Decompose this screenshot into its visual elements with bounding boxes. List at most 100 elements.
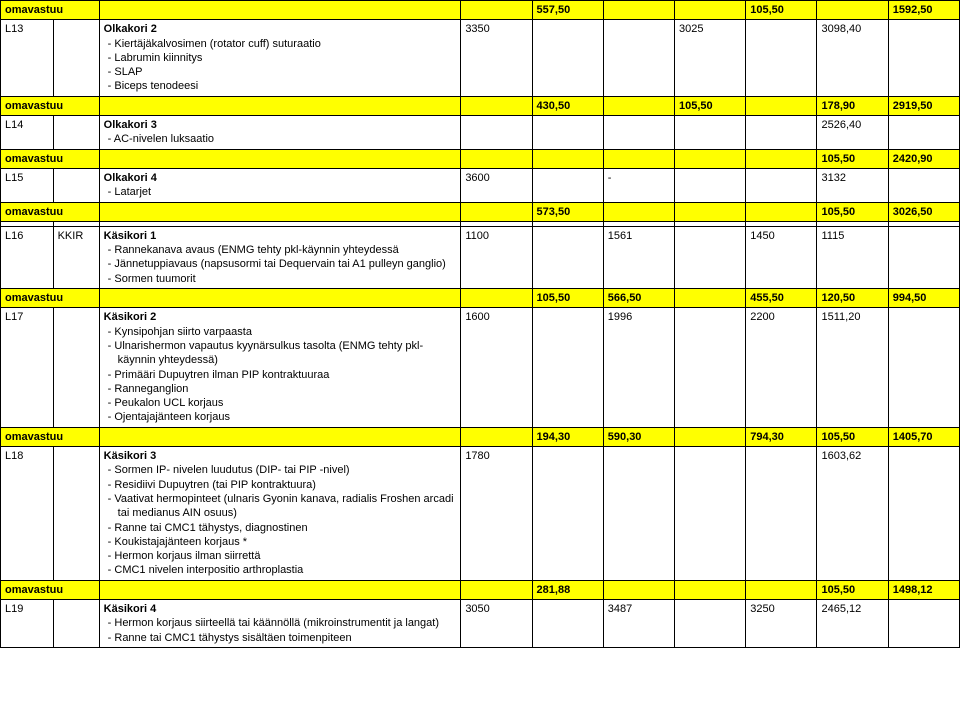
omavastuu-label: omavastuu: [1, 96, 100, 115]
cell-c7: [888, 308, 959, 427]
entry-title: Olkakori 3: [104, 118, 457, 132]
bullet-item: Sormen tuumorit: [104, 272, 457, 286]
bullet-item: Latarjet: [104, 185, 457, 199]
cell-c6: 2526,40: [817, 116, 888, 150]
cell-desc: Käsikori 3Sormen IP- nivelen luudutus (D…: [99, 447, 461, 581]
cell-c2: [532, 20, 603, 96]
bullet-item: Ulnarishermon vapautus kyynärsulkus taso…: [104, 339, 457, 368]
cell-desc: [99, 289, 461, 308]
table-row: omavastuu194,30590,30794,30105,501405,70: [1, 427, 960, 446]
table-row: omavastuu 557,50 105,50 1592,50: [1, 1, 960, 20]
cell-c1: [461, 116, 532, 150]
cell-c7: [888, 116, 959, 150]
cell-c6: 178,90: [817, 96, 888, 115]
cell-c4: [675, 447, 746, 581]
cell-c3: 590,30: [603, 427, 674, 446]
cell-c5: [746, 202, 817, 221]
cell-c7: 3026,50: [888, 202, 959, 221]
cell-c4: 3025: [675, 20, 746, 96]
cell-c2: [532, 308, 603, 427]
table-row: omavastuu105,50566,50455,50120,50994,50: [1, 289, 960, 308]
cell-c3: [603, 447, 674, 581]
document-page: omavastuu 557,50 105,50 1592,50 L13 Olkakori …: [0, 0, 960, 648]
bullet-item: AC-nivelen luksaatio: [104, 132, 457, 146]
cell-c1: 3350: [461, 20, 532, 96]
table-row: L16KKIRKäsikori 1Rannekanava avaus (ENMG…: [1, 226, 960, 288]
cell-c7: [888, 20, 959, 96]
cell-c3: [603, 96, 674, 115]
cell-c4: [675, 289, 746, 308]
cell-c7: [888, 599, 959, 647]
cell-c5: 794,30: [746, 427, 817, 446]
cell-code: L18: [1, 447, 54, 581]
bullet-item: Kynsipohjan siirto varpaasta: [104, 325, 457, 339]
cell-c7: 2420,90: [888, 149, 959, 168]
cell-c2: 105,50: [532, 289, 603, 308]
bullet-item: Hermon korjaus siirteellä tai käännöllä …: [104, 616, 457, 630]
cell-c3: 1996: [603, 308, 674, 427]
cell-c1: 1100: [461, 226, 532, 288]
cell-c2: [532, 116, 603, 150]
cell-c7: 1405,70: [888, 427, 959, 446]
cell-c4: 105,50: [675, 96, 746, 115]
cell-c3: -: [603, 168, 674, 202]
bullet-item: Ranne tai CMC1 tähystys, diagnostinen: [104, 521, 457, 535]
bullet-item: CMC1 nivelen interpositio arthroplastia: [104, 563, 457, 577]
bullet-item: Biceps tenodeesi: [104, 79, 457, 93]
cell-c1: [461, 96, 532, 115]
entry-title: Käsikori 3: [104, 449, 457, 463]
omavastuu-label: omavastuu: [1, 149, 100, 168]
cell-c5: 455,50: [746, 289, 817, 308]
cell-c7: [888, 168, 959, 202]
bullet-item: Rannekanava avaus (ENMG tehty pkl-käynni…: [104, 243, 457, 257]
entry-bullets: Kynsipohjan siirto varpaastaUlnarishermo…: [104, 325, 457, 425]
entry-title: Käsikori 2: [104, 310, 457, 324]
cell-c4: [675, 116, 746, 150]
cell-c4: [675, 308, 746, 427]
cell-kkir: [53, 308, 99, 427]
omavastuu-label: omavastuu: [1, 289, 100, 308]
cell-c7: 1592,50: [888, 1, 959, 20]
cell-c5: 105,50: [746, 1, 817, 20]
cell-c2: 573,50: [532, 202, 603, 221]
entry-title: Olkakori 2: [104, 22, 457, 36]
cell-c4: [675, 427, 746, 446]
cell-kkir: [53, 116, 99, 150]
cell-code: L14: [1, 116, 54, 150]
cell-code: L13: [1, 20, 54, 96]
cell-c3: [603, 202, 674, 221]
cell-desc: [99, 149, 461, 168]
bullet-item: Primääri Dupuytren ilman PIP kontraktuur…: [104, 368, 457, 382]
cell-c6: 3098,40: [817, 20, 888, 96]
table-row: omavastuu573,50105,503026,50: [1, 202, 960, 221]
cell-c1: [461, 1, 532, 20]
omavastuu-label: omavastuu: [1, 202, 100, 221]
cell-c7: [888, 226, 959, 288]
cell-kkir: KKIR: [53, 226, 99, 288]
omavastuu-label: omavastuu: [1, 580, 100, 599]
table-row: L18 Käsikori 3Sormen IP- nivelen luudutus…: [1, 447, 960, 581]
cell-c5: [746, 149, 817, 168]
cell-c4: [675, 149, 746, 168]
cell-c2: 557,50: [532, 1, 603, 20]
bullet-item: Jännetuppiavaus (napsusormi tai Dequerva…: [104, 257, 457, 271]
cell-c5: [746, 168, 817, 202]
cell-c2: 194,30: [532, 427, 603, 446]
table-row: L14 Olkakori 3AC-nivelen luksaatio 2526,40: [1, 116, 960, 150]
cell-c1: [461, 202, 532, 221]
cell-c2: 281,88: [532, 580, 603, 599]
cell-code: L19: [1, 599, 54, 647]
cell-desc: Olkakori 2Kiertäjäkalvosimen (rotator cu…: [99, 20, 461, 96]
cell-c4: [675, 1, 746, 20]
cell-c6: 1603,62: [817, 447, 888, 581]
entry-bullets: AC-nivelen luksaatio: [104, 132, 457, 146]
cell-c7: 994,50: [888, 289, 959, 308]
cell-c4: [675, 599, 746, 647]
omavastuu-label: omavastuu: [1, 1, 100, 20]
cell-c1: [461, 289, 532, 308]
bullet-item: Peukalon UCL korjaus: [104, 396, 457, 410]
cell-desc: [99, 96, 461, 115]
cell-desc: Käsikori 4Hermon korjaus siirteellä tai …: [99, 599, 461, 647]
cell-c3: 566,50: [603, 289, 674, 308]
cell-c3: [603, 580, 674, 599]
